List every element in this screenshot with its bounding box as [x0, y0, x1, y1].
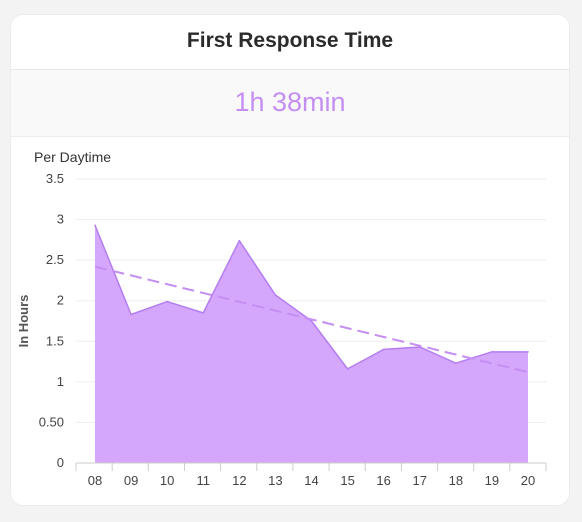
- x-tick-label: 09: [124, 473, 138, 488]
- y-tick-label: 1: [57, 374, 64, 389]
- x-tick-label: 17: [413, 473, 427, 488]
- y-tick-labels: 0 0.50 1 1.5 2 2.5 3 3.5: [39, 171, 64, 470]
- data-point: [238, 239, 241, 242]
- data-point: [527, 351, 529, 353]
- x-tick-label: 11: [197, 473, 211, 488]
- y-tick-label: 2: [57, 293, 64, 308]
- data-point: [94, 224, 96, 227]
- y-tick-label: 3.5: [46, 171, 64, 186]
- data-point: [166, 300, 168, 303]
- kpi-value: 1h 38min: [234, 86, 346, 117]
- x-tick-label: 14: [304, 473, 318, 488]
- card-title: First Response Time: [186, 29, 394, 52]
- x-axis: 08 09 10 11 12 13 14 15 16 17 18 19 20: [75, 462, 547, 488]
- data-point: [455, 362, 457, 364]
- data-point: [130, 313, 132, 316]
- x-tick-label: 16: [376, 473, 390, 488]
- area-layer: [94, 224, 529, 463]
- y-axis-label: In Hours: [16, 295, 31, 348]
- data-point: [202, 312, 205, 314]
- data-point: [310, 320, 313, 322]
- chart-title: Per Daytime: [34, 149, 111, 165]
- data-point: [274, 294, 277, 296]
- x-tick-label: 08: [88, 473, 102, 488]
- data-point: [491, 351, 493, 353]
- data-point: [382, 348, 385, 351]
- series-area: [95, 225, 528, 463]
- x-tick-label: 13: [268, 473, 282, 488]
- x-tick-label: 15: [340, 473, 354, 488]
- y-tick-label: 1.5: [46, 333, 64, 348]
- x-tick-label: 10: [160, 473, 174, 488]
- data-point: [346, 368, 349, 370]
- x-tick-label: 19: [485, 473, 499, 488]
- y-tick-label: 0: [57, 455, 64, 470]
- kpi-band: 1h 38min: [11, 70, 569, 137]
- y-tick-label: 2.5: [46, 252, 64, 267]
- trend-layer: [94, 265, 529, 374]
- x-tick-label: 20: [521, 473, 535, 488]
- trend-line: [94, 265, 529, 374]
- y-tick-label: 0.50: [39, 414, 64, 429]
- x-tick-label: 18: [449, 473, 463, 488]
- y-tick-label: 3: [57, 212, 64, 227]
- card-header: First Response Time: [11, 15, 569, 70]
- x-tick-label: 12: [232, 473, 246, 488]
